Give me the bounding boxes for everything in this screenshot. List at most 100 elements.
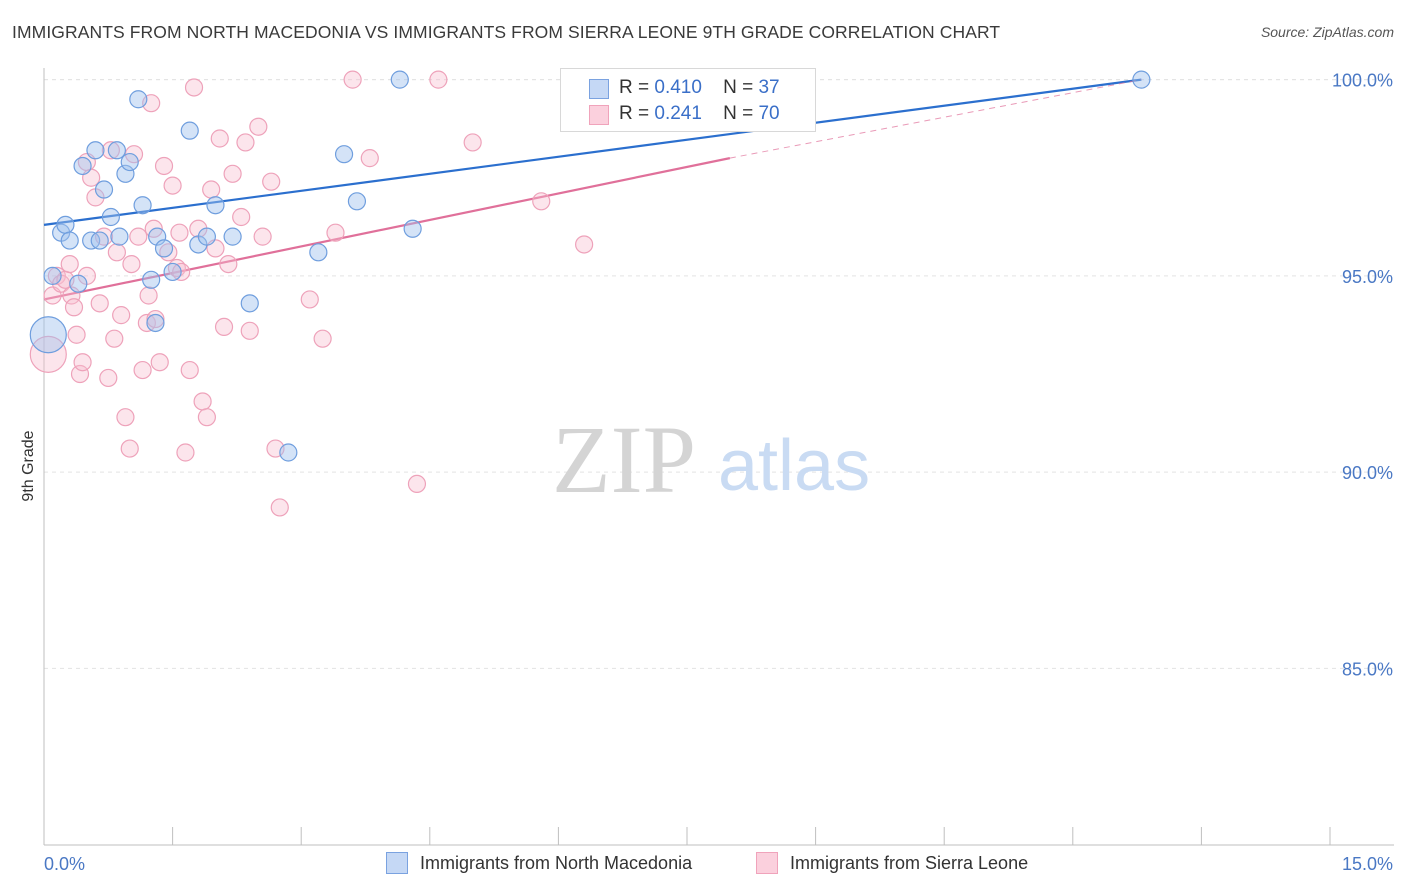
point-north-macedonia — [133, 196, 152, 215]
point-sierra-leone — [170, 223, 189, 242]
bottom-legend-label-series2: Immigrants from Sierra Leone — [790, 853, 1029, 873]
point-sierra-leone — [133, 360, 152, 380]
point-sierra-leone — [129, 227, 148, 246]
legend-r-value: 0.410 — [654, 77, 702, 98]
point-sierra-leone — [300, 290, 319, 309]
tick-labels: 85.0% 90.0% 95.0% 100.0% 0.0% 15.0% — [44, 71, 1393, 874]
point-sierra-leone — [150, 353, 169, 372]
y-tick-label: 90.0% — [1342, 463, 1393, 483]
point-sierra-leone — [232, 207, 251, 227]
point-north-macedonia — [56, 215, 75, 234]
point-north-macedonia — [101, 207, 120, 227]
point-sierra-leone — [343, 70, 362, 89]
legend-r-label: R = — [619, 103, 650, 124]
watermark: ZIP atlas — [552, 406, 870, 513]
point-sierra-leone — [99, 368, 118, 388]
legend-swatch-series1 — [589, 79, 609, 99]
point-sierra-leone — [210, 129, 229, 148]
legend: R = 0.410 N = 37 R = 0.241 N = 70 — [560, 68, 816, 132]
point-sierra-leone — [180, 360, 199, 380]
watermark-zip: ZIP — [552, 406, 696, 513]
point-sierra-leone — [70, 364, 90, 384]
point-north-macedonia — [29, 316, 67, 354]
trend-line-series1 — [43, 78, 1142, 226]
point-sierra-leone — [202, 180, 221, 199]
point-sierra-leone — [197, 408, 216, 427]
point-sierra-leone — [73, 353, 92, 372]
point-north-macedonia — [347, 192, 367, 211]
point-sierra-leone — [146, 309, 165, 329]
watermark-atlas: atlas — [718, 426, 870, 506]
point-sierra-leone — [184, 78, 204, 97]
point-north-macedonia — [403, 219, 422, 238]
legend-r-label: R = — [619, 77, 650, 98]
gridlines — [44, 79, 1394, 669]
point-north-macedonia — [110, 227, 129, 246]
point-north-macedonia — [86, 141, 105, 160]
point-sierra-leone — [107, 243, 126, 262]
x-tick-label: 0.0% — [44, 854, 85, 874]
point-north-macedonia — [129, 90, 148, 109]
y-axis-label: 9th Grade — [20, 430, 37, 501]
axes — [43, 68, 1394, 846]
point-sierra-leone — [262, 172, 281, 191]
point-sierra-leone — [223, 164, 242, 183]
legend-n-label: N = — [723, 103, 754, 124]
point-north-macedonia — [107, 141, 126, 160]
chart-title: IMMIGRANTS FROM NORTH MACEDONIA VS IMMIG… — [12, 22, 1001, 42]
point-sierra-leone — [407, 474, 427, 493]
point-sierra-leone — [154, 156, 174, 176]
point-sierra-leone — [249, 117, 268, 136]
x-tick-label: 15.0% — [1342, 854, 1393, 874]
point-sierra-leone — [64, 298, 84, 317]
point-north-macedonia — [197, 227, 216, 246]
point-north-macedonia — [240, 294, 259, 313]
y-tick-label: 85.0% — [1342, 659, 1393, 679]
point-sierra-leone — [463, 133, 482, 152]
legend-r-value: 0.241 — [654, 103, 702, 124]
point-north-macedonia — [154, 239, 174, 258]
point-sierra-leone — [90, 294, 109, 313]
legend-n-label: N = — [723, 77, 754, 98]
point-north-macedonia — [206, 196, 225, 215]
point-sierra-leone — [60, 255, 79, 274]
point-sierra-leone — [429, 70, 448, 89]
point-sierra-leone — [67, 325, 86, 344]
point-north-macedonia — [116, 164, 135, 183]
point-north-macedonia — [1132, 70, 1151, 89]
point-sierra-leone — [101, 141, 120, 160]
point-north-macedonia — [94, 180, 114, 199]
point-sierra-leone — [105, 329, 124, 348]
point-sierra-leone — [122, 255, 141, 274]
point-sierra-leone — [193, 392, 212, 411]
bottom-legend-swatch-series2 — [756, 852, 778, 874]
point-north-macedonia — [146, 313, 165, 333]
point-sierra-leone — [313, 329, 332, 348]
point-sierra-leone — [112, 306, 131, 325]
point-north-macedonia — [43, 266, 62, 285]
point-sierra-leone — [163, 176, 182, 195]
point-sierra-leone — [120, 439, 139, 458]
bottom-legend-label-series1: Immigrants from North Macedonia — [420, 853, 693, 873]
point-sierra-leone — [29, 335, 67, 373]
point-sierra-leone — [360, 149, 379, 168]
point-north-macedonia — [223, 227, 242, 246]
bottom-legend-swatch-series1 — [386, 852, 408, 874]
point-sierra-leone — [532, 192, 551, 211]
point-north-macedonia — [73, 156, 92, 176]
point-north-macedonia — [390, 70, 409, 89]
point-north-macedonia — [309, 243, 328, 262]
legend-n-value: 70 — [758, 103, 780, 124]
point-north-macedonia — [90, 231, 109, 250]
point-sierra-leone — [214, 317, 234, 336]
point-sierra-leone — [116, 408, 135, 427]
data-points — [29, 70, 1151, 517]
point-sierra-leone — [253, 227, 272, 246]
point-north-macedonia — [69, 274, 88, 293]
point-north-macedonia — [334, 145, 354, 164]
point-north-macedonia — [279, 443, 298, 462]
point-sierra-leone — [240, 321, 259, 340]
point-sierra-leone — [219, 255, 238, 274]
point-north-macedonia — [180, 121, 199, 140]
